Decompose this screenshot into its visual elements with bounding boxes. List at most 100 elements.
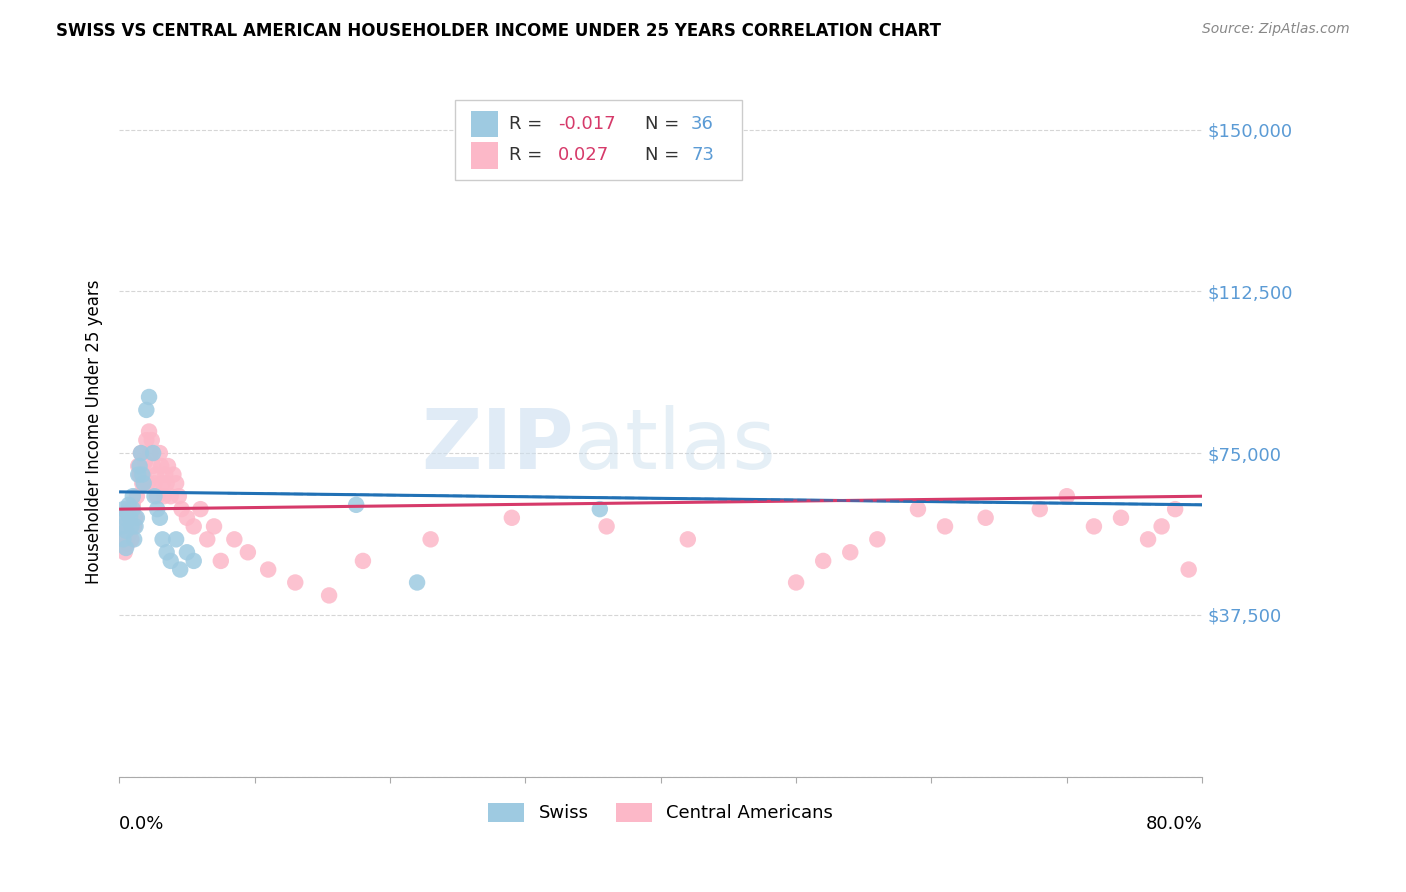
Text: N =: N =	[644, 146, 685, 164]
Point	[125, 510, 148, 524]
Point	[344, 498, 367, 512]
Point	[122, 533, 145, 547]
Point	[183, 519, 205, 533]
Point	[120, 510, 142, 524]
Point	[134, 455, 156, 469]
Point	[406, 575, 429, 590]
Point	[120, 510, 142, 524]
Point	[190, 502, 212, 516]
Point	[1164, 502, 1187, 516]
Point	[224, 533, 246, 547]
Point	[149, 510, 172, 524]
Point	[111, 533, 134, 547]
Point	[153, 489, 176, 503]
Text: 80.0%: 80.0%	[1146, 814, 1202, 832]
Point	[1137, 533, 1160, 547]
Point	[118, 528, 141, 542]
Point	[169, 563, 191, 577]
Point	[142, 458, 165, 473]
Point	[145, 467, 167, 482]
Point	[156, 545, 179, 559]
Point	[1109, 510, 1132, 524]
Point	[127, 458, 149, 473]
Text: 0.027: 0.027	[558, 146, 609, 164]
Point	[183, 554, 205, 568]
Point	[176, 510, 198, 524]
Point	[1029, 502, 1052, 516]
Point	[146, 489, 169, 503]
Point	[141, 433, 163, 447]
Point	[117, 507, 139, 521]
Point	[419, 533, 441, 547]
Point	[501, 510, 523, 524]
Point	[676, 533, 699, 547]
Point	[114, 545, 136, 559]
Point	[907, 502, 929, 516]
Point	[202, 519, 225, 533]
Point	[589, 502, 612, 516]
Point	[318, 589, 340, 603]
Point	[195, 533, 218, 547]
Point	[152, 476, 174, 491]
Point	[112, 502, 135, 516]
Point	[142, 446, 165, 460]
Point	[120, 519, 142, 533]
Point	[146, 502, 169, 516]
Point	[1177, 563, 1199, 577]
Point	[135, 403, 157, 417]
Point	[128, 458, 150, 473]
Point	[122, 519, 145, 533]
Point	[121, 489, 143, 503]
Point	[125, 489, 148, 503]
Text: -0.017: -0.017	[558, 115, 616, 133]
Point	[811, 554, 834, 568]
Point	[136, 476, 159, 491]
Point	[152, 533, 174, 547]
Point	[165, 533, 187, 547]
Point	[120, 533, 142, 547]
Text: 0.0%: 0.0%	[120, 814, 165, 832]
Text: SWISS VS CENTRAL AMERICAN HOUSEHOLDER INCOME UNDER 25 YEARS CORRELATION CHART: SWISS VS CENTRAL AMERICAN HOUSEHOLDER IN…	[56, 22, 941, 40]
Text: N =: N =	[644, 115, 685, 133]
Text: R =: R =	[509, 146, 554, 164]
Point	[124, 510, 146, 524]
Point	[132, 467, 155, 482]
Point	[131, 467, 153, 482]
Point	[121, 502, 143, 516]
Point	[209, 554, 232, 568]
Point	[135, 433, 157, 447]
Point	[352, 554, 374, 568]
Point	[155, 467, 177, 482]
Point	[595, 519, 617, 533]
Point	[114, 510, 136, 524]
Point	[159, 489, 181, 503]
Point	[167, 489, 190, 503]
Point	[284, 575, 307, 590]
Text: atlas: atlas	[574, 405, 776, 486]
Point	[149, 446, 172, 460]
Text: 36: 36	[692, 115, 714, 133]
Point	[934, 519, 956, 533]
Point	[127, 467, 149, 482]
Point	[115, 524, 138, 538]
Point	[143, 489, 166, 503]
Point	[129, 446, 152, 460]
Point	[866, 533, 889, 547]
Point	[839, 545, 862, 559]
Point	[115, 524, 138, 538]
Point	[1150, 519, 1173, 533]
Point	[132, 476, 155, 491]
Point	[257, 563, 280, 577]
Point	[114, 510, 136, 524]
Point	[112, 533, 135, 547]
Point	[785, 575, 807, 590]
Point	[121, 498, 143, 512]
Bar	[471, 142, 498, 169]
Legend: Swiss, Central Americans: Swiss, Central Americans	[481, 796, 841, 830]
Text: Source: ZipAtlas.com: Source: ZipAtlas.com	[1202, 22, 1350, 37]
Point	[165, 476, 187, 491]
Point	[112, 519, 135, 533]
Bar	[471, 112, 498, 137]
Text: ZIP: ZIP	[422, 405, 574, 486]
Y-axis label: Householder Income Under 25 years: Householder Income Under 25 years	[86, 279, 103, 583]
